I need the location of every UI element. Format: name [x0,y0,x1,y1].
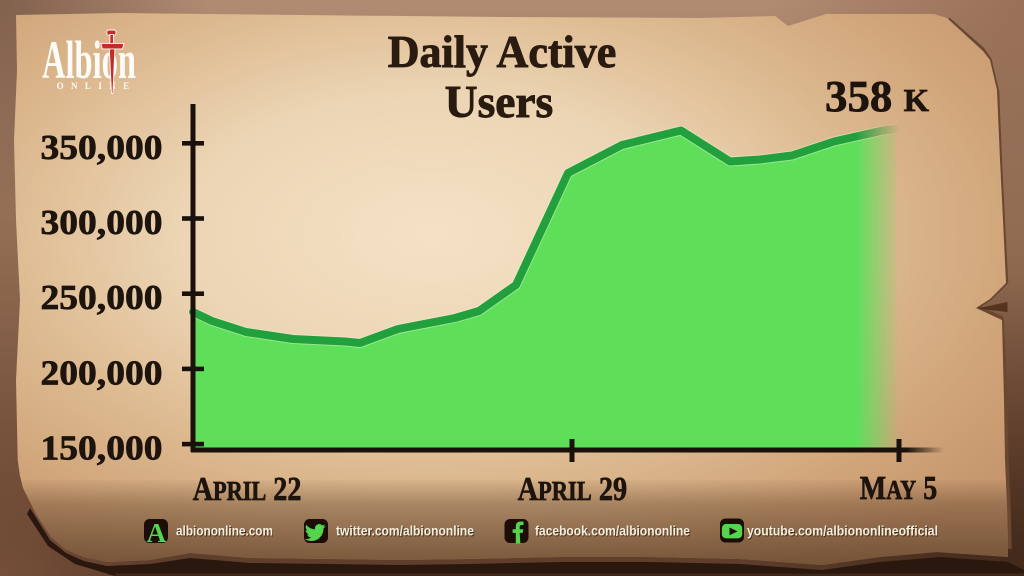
svg-text:Users: Users [445,77,553,127]
svg-text:350,000: 350,000 [41,128,163,167]
svg-text:300,000: 300,000 [41,203,163,242]
svg-text:250,000: 250,000 [41,278,163,317]
svg-text:twitter.com/albiononline: twitter.com/albiononline [337,525,475,540]
svg-text:Albion: Albion [42,30,136,90]
svg-text:albiononline.com: albiononline.com [177,525,274,540]
svg-text:albiononline.com: albiononline.com [176,524,273,539]
svg-text:Daily Active: Daily Active [388,27,617,77]
svg-text:150,000: 150,000 [41,429,163,468]
svg-text:facebook.com/albiononline: facebook.com/albiononline [536,525,691,540]
svg-text:youtube.com/albiononlineoffici: youtube.com/albiononlineofficial [747,524,938,539]
svg-text:A: A [147,518,167,548]
svg-text:MAY 5: MAY 5 [860,470,937,507]
svg-text:APRIL 22: APRIL 22 [193,471,302,508]
svg-text:twitter.com/albiononline: twitter.com/albiononline [336,524,474,539]
svg-text:200,000: 200,000 [41,353,163,392]
svg-text:facebook.com/albiononline: facebook.com/albiononline [535,524,690,539]
svg-text:APRIL 29: APRIL 29 [518,471,628,508]
svg-text:youtube.com/albiononlineoffici: youtube.com/albiononlineofficial [748,525,939,540]
